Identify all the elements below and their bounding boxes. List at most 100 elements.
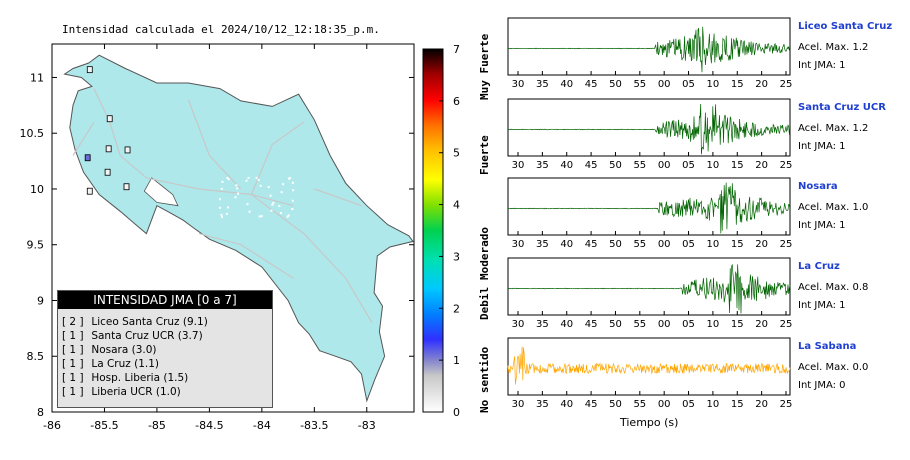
colorbar <box>422 48 444 413</box>
colorbar-tick: 7 <box>453 43 460 56</box>
station-jma-intensity: Int JMA: 1 <box>798 60 846 71</box>
station-name: La Sabana <box>798 341 857 352</box>
time-tick-label: 30 <box>512 399 525 410</box>
station-jma-intensity: Int JMA: 0 <box>798 380 846 391</box>
station-marker[interactable] <box>86 66 93 74</box>
time-tick-label: 35 <box>536 239 549 250</box>
time-tick-label: 00 <box>658 239 671 250</box>
lon-tick-label: -83 <box>358 419 376 432</box>
station-marker[interactable] <box>86 187 93 195</box>
station-marker[interactable] <box>104 168 111 176</box>
legend-item-label: Santa Cruz UCR (3.7) <box>88 330 203 342</box>
time-tick-label: 45 <box>585 160 598 171</box>
lon-tick-label: -84.5 <box>195 419 223 432</box>
town-dot <box>248 210 251 213</box>
time-tick-label: 55 <box>633 319 646 330</box>
time-tick-label: 15 <box>731 399 744 410</box>
town-dot <box>226 176 229 179</box>
lon-tick-label: -86 <box>43 419 61 432</box>
town-dot <box>291 199 294 202</box>
map-title: Intensidad calculada el 2024/10/12_12:18… <box>62 23 380 36</box>
time-tick-label: 35 <box>536 319 549 330</box>
legend-item-level: [ 1 ] <box>62 330 84 342</box>
time-tick-label: 50 <box>609 79 622 90</box>
town-dot <box>259 184 262 187</box>
station-marker[interactable] <box>105 145 112 153</box>
time-tick-label: 30 <box>512 239 525 250</box>
time-tick-label: 50 <box>609 160 622 171</box>
legend-item-label: Nosara (3.0) <box>88 344 157 356</box>
time-tick-label: 05 <box>682 79 695 90</box>
legend-item: [ 1 ] Hosp. Liberia (1.5) <box>62 371 272 385</box>
time-tick-label: 00 <box>658 319 671 330</box>
waveform-line <box>507 182 791 234</box>
town-dot <box>220 187 223 190</box>
colorbar-tick: 5 <box>453 147 460 160</box>
town-dot <box>234 196 237 199</box>
station-accel-max: Acel. Max. 0.0 <box>798 362 869 373</box>
legend-items: [ 2 ] Liceo Santa Cruz (9.1)[ 1 ] Santa … <box>58 309 272 399</box>
town-dot <box>236 187 239 190</box>
station-jma-intensity: Int JMA: 1 <box>798 141 846 152</box>
waveform-panel: 30 35 40 45 50 55 00 05 10 15 20 25 <box>507 98 793 171</box>
time-tick-label: 40 <box>560 319 573 330</box>
legend-item-level: [ 1 ] <box>62 344 84 356</box>
colorbar-tick: 0 <box>453 406 460 419</box>
lat-tick-label: 10 <box>30 183 44 196</box>
waveform-line <box>507 264 791 314</box>
time-tick-label: 10 <box>707 79 720 90</box>
lat-tick-label: 9.5 <box>27 239 45 252</box>
map-frame <box>51 43 415 413</box>
time-tick-label: 25 <box>780 239 793 250</box>
road-line <box>314 188 362 207</box>
town-dot <box>286 215 289 218</box>
legend-item-level: [ 1 ] <box>62 386 84 398</box>
station-marker[interactable] <box>124 146 131 154</box>
colorbar-tick: 6 <box>453 95 460 108</box>
legend-item-level: [ 1 ] <box>62 372 84 384</box>
time-tick-label: 55 <box>633 160 646 171</box>
station-accel-max: Acel. Max. 1.2 <box>798 42 869 53</box>
time-tick-label: 45 <box>585 399 598 410</box>
town-dot <box>269 194 272 197</box>
legend-item: [ 1 ] Nosara (3.0) <box>62 343 272 357</box>
lon-tick-label: -85.5 <box>90 419 118 432</box>
town-dot <box>272 201 275 204</box>
time-axis-title: Tiempo (s) <box>620 416 679 429</box>
station-jma-intensity: Int JMA: 1 <box>798 220 846 231</box>
legend-item: [ 2 ] Liceo Santa Cruz (9.1) <box>62 315 272 329</box>
waveform-panel: 30 35 40 45 50 55 00 05 10 15 20 25 <box>507 257 792 330</box>
time-tick-label: 15 <box>731 79 744 90</box>
time-tick-label: 35 <box>536 399 549 410</box>
time-tick-label: 00 <box>658 79 671 90</box>
town-dot <box>270 209 273 212</box>
time-tick-label: 00 <box>658 399 671 410</box>
road-line <box>251 194 373 324</box>
town-dot <box>237 192 240 195</box>
station-marker[interactable] <box>84 154 91 162</box>
station-accel-max: Acel. Max. 1.0 <box>798 202 869 213</box>
time-tick-label: 40 <box>560 399 573 410</box>
lat-tick-label: 8.5 <box>27 350 45 363</box>
time-tick-label: 45 <box>585 239 598 250</box>
station-marker[interactable] <box>123 183 130 191</box>
colorbar-tick: 1 <box>453 354 460 367</box>
legend-item-label: Liceo Santa Cruz (9.1) <box>88 316 208 328</box>
town-dot <box>218 206 221 209</box>
station-jma-intensity: Int JMA: 1 <box>798 300 846 311</box>
legend-item-level: [ 2 ] <box>62 316 84 328</box>
time-tick-label: 15 <box>731 319 744 330</box>
time-tick-label: 20 <box>755 239 768 250</box>
waveform-panel: 30 35 40 45 50 55 00 05 10 15 20 25 <box>507 177 793 250</box>
station-marker[interactable] <box>106 115 113 123</box>
time-tick-label: 40 <box>560 79 573 90</box>
waveform-line <box>507 26 791 73</box>
station-name: Santa Cruz UCR <box>798 102 886 113</box>
town-dot <box>218 198 221 201</box>
colorbar-tick: 4 <box>453 199 460 212</box>
legend-item: [ 1 ] Liberia UCR (1.0) <box>62 385 272 399</box>
legend-item-label: Hosp. Liberia (1.5) <box>88 372 189 384</box>
time-tick-label: 25 <box>780 160 793 171</box>
